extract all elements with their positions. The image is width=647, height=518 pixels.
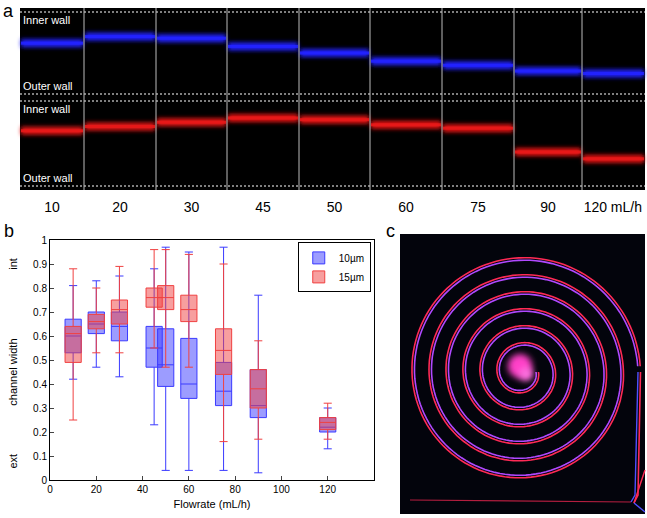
svg-text:1: 1 (41, 235, 47, 246)
svg-text:0.7: 0.7 (33, 307, 47, 318)
svg-text:Flowrate (mL/h): Flowrate (mL/h) (173, 498, 250, 510)
html-text:a: a (3, 1, 13, 21)
svg-text:channel width: channel width (7, 338, 19, 405)
svg-text:Inner wall: Inner wall (23, 14, 70, 26)
svg-text:0.8: 0.8 (33, 283, 47, 294)
svg-text:0.2: 0.2 (33, 427, 47, 438)
svg-text:20: 20 (112, 199, 128, 215)
html-text:b: b (4, 221, 14, 241)
svg-text:Outer wall: Outer wall (23, 80, 73, 92)
svg-text:100: 100 (273, 484, 290, 495)
svg-text:90: 90 (540, 199, 556, 215)
svg-text:Inner wall: Inner wall (23, 103, 70, 115)
svg-text:15µm: 15µm (339, 272, 364, 283)
svg-text:40: 40 (137, 484, 149, 495)
svg-text:10: 10 (44, 199, 60, 215)
svg-text:0.1: 0.1 (33, 451, 47, 462)
svg-text:75: 75 (470, 199, 486, 215)
svg-text:0.3: 0.3 (33, 403, 47, 414)
svg-text:0: 0 (41, 475, 47, 486)
svg-text:0.5: 0.5 (33, 355, 47, 366)
svg-text:0: 0 (47, 484, 53, 495)
svg-text:int: int (7, 258, 19, 270)
svg-text:20: 20 (91, 484, 103, 495)
svg-text:10µm: 10µm (339, 253, 364, 264)
svg-text:45: 45 (255, 199, 271, 215)
svg-text:60: 60 (183, 484, 195, 495)
html-text:c: c (386, 221, 395, 241)
svg-text:0.9: 0.9 (33, 259, 47, 270)
svg-text:Outer wall: Outer wall (23, 172, 73, 184)
svg-text:60: 60 (398, 199, 414, 215)
svg-text:0.4: 0.4 (33, 379, 47, 390)
svg-text:30: 30 (184, 199, 200, 215)
svg-text:80: 80 (230, 484, 242, 495)
svg-text:120: 120 (319, 484, 336, 495)
svg-text:ext: ext (7, 454, 19, 469)
svg-text:120 mL/h: 120 mL/h (584, 199, 642, 215)
svg-text:0.6: 0.6 (33, 331, 47, 342)
svg-text:50: 50 (327, 199, 343, 215)
